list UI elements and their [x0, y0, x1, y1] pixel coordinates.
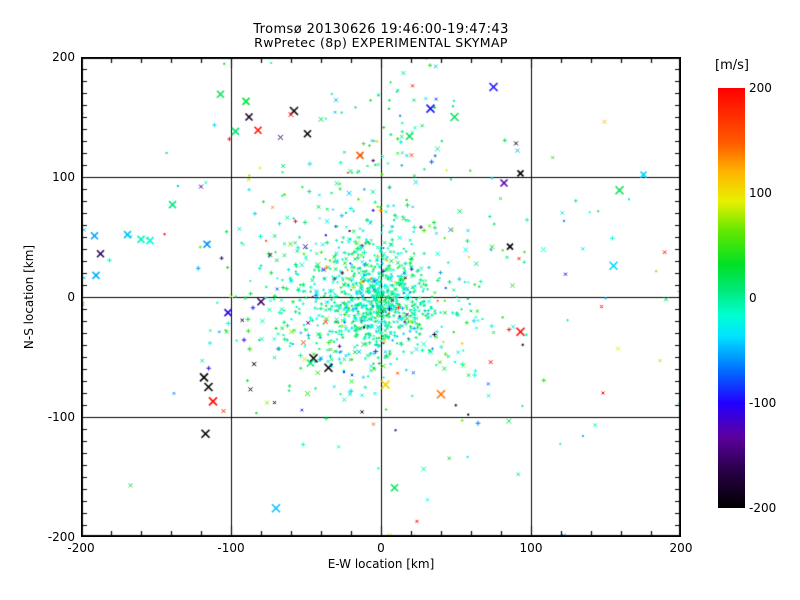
- colorbar-tick-label: -100: [749, 396, 777, 410]
- x-tick-label: -100: [217, 541, 245, 555]
- y-tick-label: -200: [47, 530, 75, 544]
- y-tick-label: 0: [67, 290, 75, 304]
- y-tick-label: 100: [52, 170, 75, 184]
- colorbar-tick-label: 100: [749, 186, 772, 200]
- figure-title: Tromsø 20130626 19:46:00-19:47:43: [253, 22, 509, 37]
- x-axis-title: E-W location [km]: [327, 557, 435, 571]
- y-tick-label: 200: [52, 50, 75, 64]
- colorbar-unit-label: [m/s]: [715, 58, 749, 73]
- colorbar: [718, 88, 745, 508]
- colorbar-tick-label: 0: [749, 291, 757, 305]
- x-tick-label: 100: [519, 541, 543, 555]
- y-tick-label: -100: [47, 410, 75, 424]
- colorbar-tick-label: -200: [749, 501, 777, 515]
- scatter-plot-area: [81, 57, 681, 537]
- y-axis-title: N-S location [km]: [22, 244, 36, 350]
- figure-subtitle: RwPretec (8p) EXPERIMENTAL SKYMAP: [254, 35, 508, 50]
- colorbar-tick-label: 200: [749, 81, 772, 95]
- x-tick-label: -200: [67, 541, 95, 555]
- x-tick-label: 200: [669, 541, 693, 555]
- figure-title-block: Tromsø 20130626 19:46:00-19:47:43 RwPret…: [81, 23, 681, 49]
- x-tick-label: 0: [377, 541, 385, 555]
